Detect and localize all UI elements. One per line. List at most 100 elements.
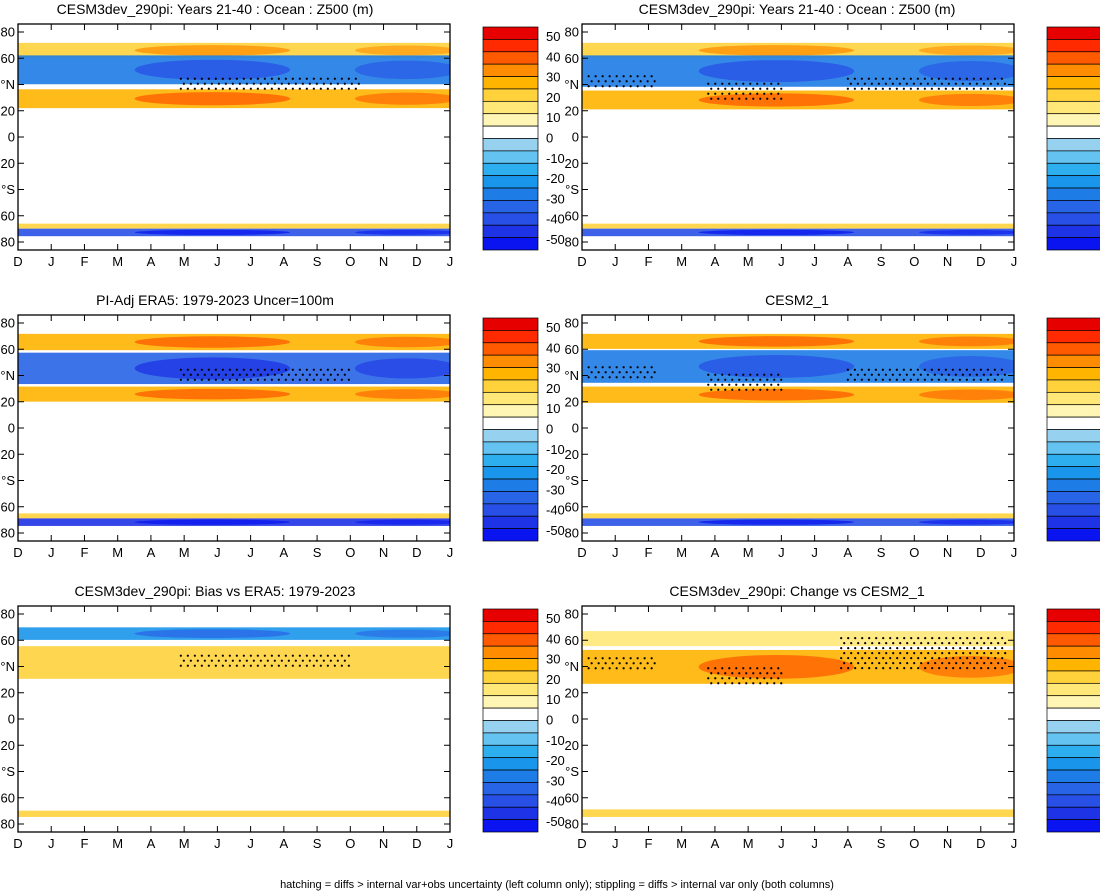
contour-band (18, 646, 450, 679)
colorbar-box (482, 51, 539, 65)
y-tick-label: 60 (565, 342, 579, 357)
figure-footnote: hatching = diffs > internal var+obs unce… (280, 879, 834, 891)
stipple-dot (952, 657, 955, 660)
colorbar-box (1046, 819, 1100, 833)
stipple-dot (763, 667, 766, 670)
stipple-dot (853, 77, 856, 80)
y-tick-label: 80 (1, 526, 15, 541)
colorbar-box (1046, 76, 1100, 90)
stipple-dot (920, 652, 923, 655)
stipple-dot (714, 667, 717, 670)
stipple-dot (263, 368, 266, 371)
colorbar-box (482, 682, 539, 697)
stipple-dot (721, 92, 724, 95)
stipple-dot (996, 82, 999, 85)
stipple-dot (200, 664, 203, 667)
stipple-dot (643, 667, 646, 670)
stipple-dot (843, 642, 846, 645)
contour-core (354, 358, 450, 379)
stipple-dot (329, 373, 332, 376)
y-tick-label: °S (565, 182, 579, 197)
stipple-dot (735, 92, 738, 95)
stipple-dot (759, 682, 762, 685)
stipple-dot (263, 654, 266, 657)
stipple-dot (756, 92, 759, 95)
stipple-dot (305, 654, 308, 657)
stipple-dot (284, 378, 287, 381)
stipple-dot (777, 667, 780, 670)
stipple-dot (958, 368, 961, 371)
stipple-dot (759, 97, 762, 100)
colorbar-label: 30 (546, 652, 560, 667)
stipple-dot (966, 667, 969, 670)
stipple-dot (210, 659, 213, 662)
colorbar-box (482, 63, 539, 77)
stipple-dot (889, 637, 892, 640)
stipple-dot (980, 647, 983, 650)
stipple-dot (221, 664, 224, 667)
x-tick-label: S (313, 254, 322, 269)
stipple-dot (273, 373, 276, 376)
x-tick-label: J (612, 254, 619, 269)
colorbar-box (1046, 51, 1100, 65)
colorbar-box (1046, 478, 1100, 492)
stipple-dot (214, 77, 217, 80)
stipple-dot (343, 659, 346, 662)
y-tick-label: 80 (1, 235, 15, 250)
stipple-dot (909, 378, 912, 381)
stipple-dot (228, 77, 231, 80)
y-tick-label: 80 (565, 817, 579, 832)
panel-4: CESM2_1 D J F M A M J J A S O N D J 80 60 °N 20 0 20 °S 60 80 50… (564, 292, 1100, 560)
stipple-dot (917, 667, 920, 670)
stipple-dot (266, 659, 269, 662)
x-tick-label: A (147, 545, 156, 560)
stipple-dot (997, 662, 1000, 665)
stipple-dot (179, 77, 182, 80)
stipple-dot (892, 642, 895, 645)
colorbar-label: 30 (546, 361, 560, 376)
stipple-dot (249, 654, 252, 657)
stipple-dot (217, 659, 220, 662)
stipple-dot (979, 77, 982, 80)
colorbar-box (1046, 175, 1100, 189)
stipple-dot (298, 664, 301, 667)
stipple-dot (773, 672, 776, 675)
stipple-dot (968, 373, 971, 376)
stipple-dot (882, 667, 885, 670)
stipple-dot (193, 378, 196, 381)
stipple-dot (752, 87, 755, 90)
y-tick-label: 20 (565, 394, 579, 409)
x-tick-label: D (412, 545, 421, 560)
stipple-dot (902, 77, 905, 80)
stipple-dot (1003, 82, 1006, 85)
stipple-dot (724, 97, 727, 100)
colorbar-label: 0 (546, 422, 553, 437)
stipple-dot (986, 87, 989, 90)
stipple-dot (913, 642, 916, 645)
colorbar-box (1046, 515, 1100, 529)
stipple-dot (298, 87, 301, 90)
stipple-dot (245, 659, 248, 662)
stipple-dot (608, 75, 611, 78)
stipple-dot (277, 378, 280, 381)
stipple-dot (770, 82, 773, 85)
stipple-dot (982, 82, 985, 85)
stipple-dot (597, 80, 600, 83)
y-tick-label: 20 (565, 103, 579, 118)
contour-core (134, 229, 291, 236)
stipple-dot (917, 657, 920, 660)
stipple-dot (354, 87, 357, 90)
stipple-dot (277, 654, 280, 657)
x-tick-label: O (345, 836, 355, 851)
stipple-dot (590, 80, 593, 83)
colorbar-box (482, 633, 539, 647)
stipple-dot (854, 657, 857, 660)
x-tick-label: D (976, 545, 985, 560)
colorbar-box (1046, 720, 1100, 734)
stipple-dot (923, 378, 926, 381)
stipple-dot (636, 85, 639, 88)
stipple-dot (867, 378, 870, 381)
stipple-dot (920, 662, 923, 665)
stipple-dot (917, 637, 920, 640)
stipple-dot (938, 667, 941, 670)
